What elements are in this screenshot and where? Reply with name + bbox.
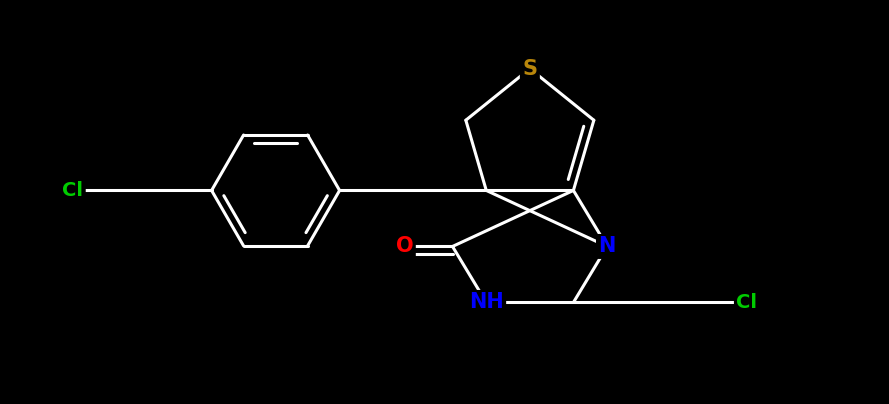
Text: O: O xyxy=(396,236,413,257)
Text: S: S xyxy=(523,59,537,79)
Text: Cl: Cl xyxy=(62,181,84,200)
Text: NH: NH xyxy=(469,292,504,312)
Text: N: N xyxy=(598,236,616,257)
Text: Cl: Cl xyxy=(736,293,757,312)
